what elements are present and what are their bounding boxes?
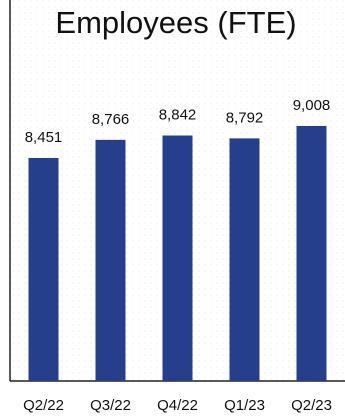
bar	[28, 157, 59, 381]
data-label: 8,842	[159, 106, 197, 123]
data-label: 9,008	[293, 97, 331, 114]
bar	[95, 139, 126, 381]
data-label: 8,766	[92, 111, 130, 128]
x-tick-label: Q2/22	[23, 397, 64, 414]
bar	[296, 125, 327, 382]
x-tick-label: Q4/22	[157, 397, 198, 414]
bar	[162, 135, 193, 381]
chart-title: Employees (FTE)	[55, 5, 296, 40]
data-label: 8,792	[226, 109, 264, 126]
data-label: 8,451	[25, 129, 63, 146]
x-tick-label: Q2/23	[291, 397, 332, 414]
x-tick-label: Q1/23	[224, 397, 265, 414]
bar	[229, 138, 260, 381]
x-tick-label: Q3/22	[90, 397, 131, 414]
